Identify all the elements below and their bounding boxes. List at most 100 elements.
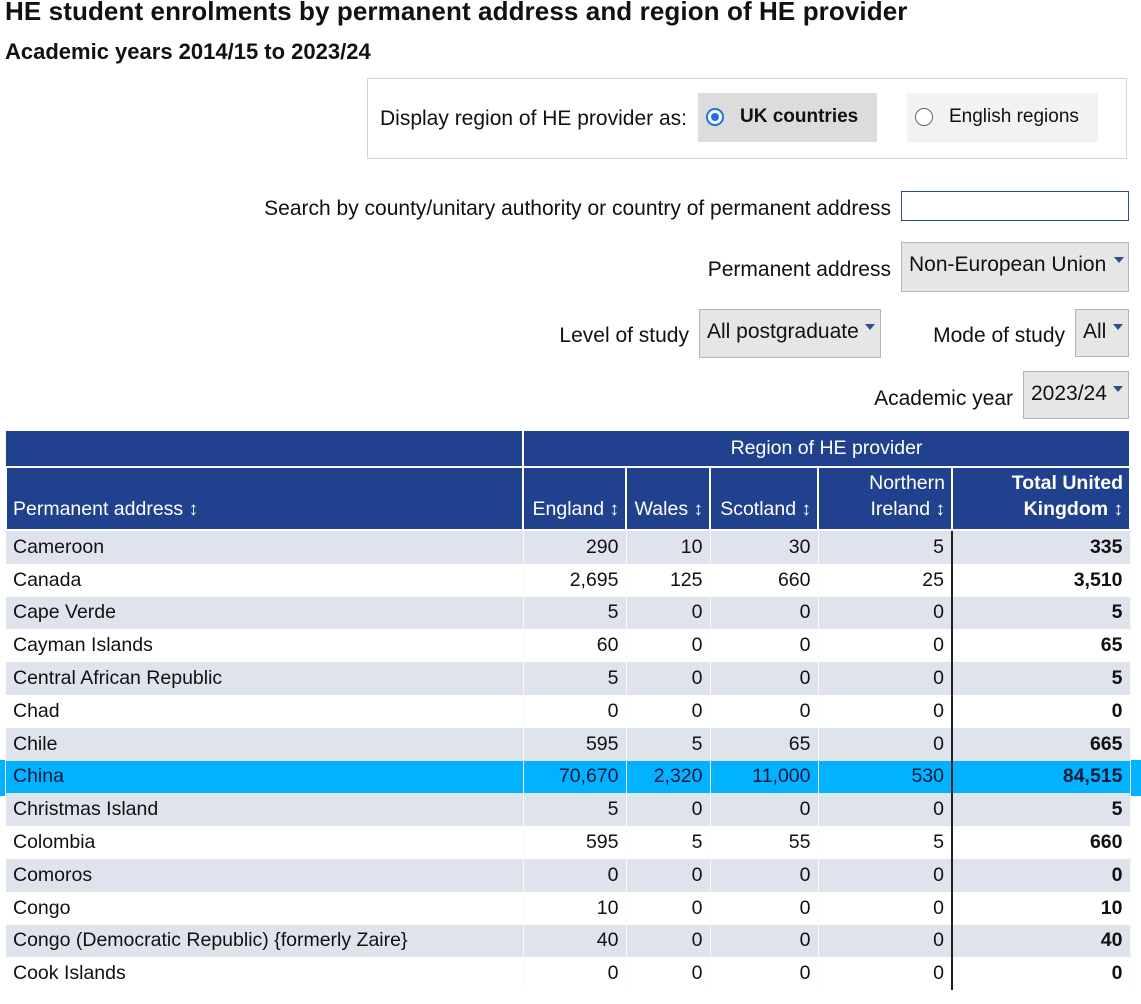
table-row[interactable]: Congo 10 0 0 0 10 (6, 891, 1131, 925)
search-input[interactable] (901, 191, 1129, 221)
table-row[interactable]: Cayman Islands 60 0 0 0 65 (6, 629, 1131, 663)
cell-wales: 0 (626, 629, 711, 663)
search-label: Search by county/unitary authority or co… (264, 197, 891, 220)
table-row[interactable]: Congo (Democratic Republic) {formerly Za… (6, 924, 1131, 958)
sort-icon[interactable]: ↕ (801, 499, 812, 520)
column-header-label: Northern (869, 472, 945, 494)
cell-total: 5 (951, 596, 1131, 630)
mode-of-study-select[interactable]: All (1075, 309, 1129, 357)
column-header-england[interactable]: England ↕ (522, 466, 627, 531)
table-row[interactable]: Comoros 0 0 0 0 0 (6, 858, 1131, 892)
cell-total: 65 (951, 629, 1131, 663)
column-header-label: Permanent address (13, 498, 184, 520)
table-row[interactable]: Colombia 595 5 55 5 660 (6, 826, 1131, 859)
table-row[interactable]: Central African Republic 5 0 0 0 5 (6, 662, 1131, 695)
cell-name: Central African Republic (6, 662, 524, 695)
cell-name: Canada (6, 563, 524, 597)
cell-scotland: 55 (710, 826, 819, 859)
cell-wales: 2,320 (626, 760, 711, 794)
sort-icon[interactable]: ↕ (1113, 499, 1124, 520)
radio-uk-countries[interactable]: UK countries (698, 93, 877, 142)
table-row[interactable]: Cameroon 290 10 30 5 335 (6, 530, 1131, 564)
sort-icon[interactable]: ↕ (188, 499, 199, 520)
radio-checked-icon[interactable] (706, 108, 724, 126)
cell-name: Chile (6, 727, 524, 761)
cell-name: Christmas Island (6, 793, 524, 827)
table-row[interactable]: Chile 595 5 65 0 665 (6, 727, 1131, 761)
cell-england: 5 (523, 793, 627, 827)
cell-total: 5 (951, 662, 1131, 695)
cell-name: Colombia (6, 826, 524, 859)
sort-icon[interactable]: ↕ (609, 499, 620, 520)
cell-name: Comoros (6, 858, 524, 892)
table-body: Cameroon 290 10 30 5 335 Canada 2,695 125 660 25 3,… (6, 530, 1131, 991)
table-row[interactable]: Chad 0 0 0 0 0 (6, 694, 1131, 728)
cell-name: China (6, 760, 524, 794)
table-row[interactable]: Cape Verde 5 0 0 0 5 (6, 596, 1131, 630)
region-group-header: Region of HE provider (522, 429, 1131, 468)
cell-total: 0 (951, 694, 1131, 728)
sort-icon[interactable]: ↕ (693, 499, 704, 520)
cell-scotland: 0 (710, 662, 819, 695)
academic-year-label: Academic year (874, 387, 1013, 410)
cell-scotland: 660 (710, 563, 819, 597)
cell-total: 665 (951, 727, 1131, 761)
cell-ni: 530 (818, 760, 953, 794)
enrolments-table: Region of HE provider Permanent address … (5, 429, 1131, 991)
radio-english-regions-label: English regions (949, 106, 1079, 127)
permanent-address-select[interactable]: Non-European Union (901, 242, 1129, 292)
permanent-address-value: Non-European Union (909, 253, 1107, 276)
cell-england: 70,670 (523, 760, 627, 794)
chevron-down-icon (865, 324, 875, 330)
cell-england: 0 (523, 858, 627, 892)
cell-england: 60 (523, 629, 627, 663)
row-highlight-right (1129, 760, 1141, 796)
radio-english-regions[interactable]: English regions (907, 93, 1098, 142)
cell-england: 0 (523, 694, 627, 728)
sort-icon[interactable]: ↕ (935, 499, 946, 520)
column-header-permanent-address[interactable]: Permanent address ↕ (5, 466, 524, 531)
cell-ni: 0 (818, 957, 953, 991)
table-row[interactable]: Canada 2,695 125 660 25 3,510 (6, 563, 1131, 597)
column-header-northern-ireland[interactable]: Northern Ireland ↕ (817, 466, 953, 531)
cell-scotland: 0 (710, 629, 819, 663)
table-row[interactable]: Christmas Island 5 0 0 0 5 (6, 793, 1131, 827)
cell-ni: 0 (818, 629, 953, 663)
cell-wales: 0 (626, 957, 711, 991)
cell-ni: 5 (818, 530, 953, 564)
cell-ni: 0 (818, 727, 953, 761)
cell-scotland: 0 (710, 793, 819, 827)
cell-scotland: 0 (710, 694, 819, 728)
cell-wales: 10 (626, 530, 711, 564)
table-row[interactable]: Cook Islands 0 0 0 0 0 (6, 957, 1131, 991)
cell-scotland: 11,000 (710, 760, 819, 794)
cell-england: 2,695 (523, 563, 627, 597)
radio-unchecked-icon[interactable] (915, 108, 933, 126)
cell-wales: 0 (626, 891, 711, 925)
column-header-total-uk[interactable]: Total United Kingdom ↕ (951, 466, 1131, 531)
column-header-label: Total United (1011, 472, 1123, 494)
column-header-wales[interactable]: Wales ↕ (625, 466, 711, 531)
cell-total: 40 (951, 924, 1131, 958)
level-of-study-select[interactable]: All postgraduate (699, 309, 881, 358)
chevron-down-icon (1114, 257, 1124, 263)
table-row[interactable]: China 70,670 2,320 11,000 530 84,515 (6, 760, 1131, 794)
mode-of-study-value: All (1083, 320, 1107, 343)
cell-name: Cape Verde (6, 596, 524, 630)
academic-year-select[interactable]: 2023/24 (1023, 371, 1129, 419)
cell-name: Chad (6, 694, 524, 728)
cell-name: Congo (6, 891, 524, 925)
cell-ni: 25 (818, 563, 953, 597)
header-spacer (6, 429, 524, 468)
cell-total: 660 (951, 826, 1131, 859)
cell-england: 40 (523, 924, 627, 958)
cell-ni: 0 (818, 793, 953, 827)
cell-ni: 0 (818, 891, 953, 925)
column-header-label: Scotland (720, 498, 797, 520)
cell-ni: 0 (818, 858, 953, 892)
column-header-scotland[interactable]: Scotland ↕ (709, 466, 819, 531)
cell-name: Congo (Democratic Republic) {formerly Za… (6, 924, 524, 958)
column-header-label: Wales (634, 498, 689, 520)
cell-ni: 0 (818, 694, 953, 728)
academic-year-value: 2023/24 (1031, 382, 1107, 405)
